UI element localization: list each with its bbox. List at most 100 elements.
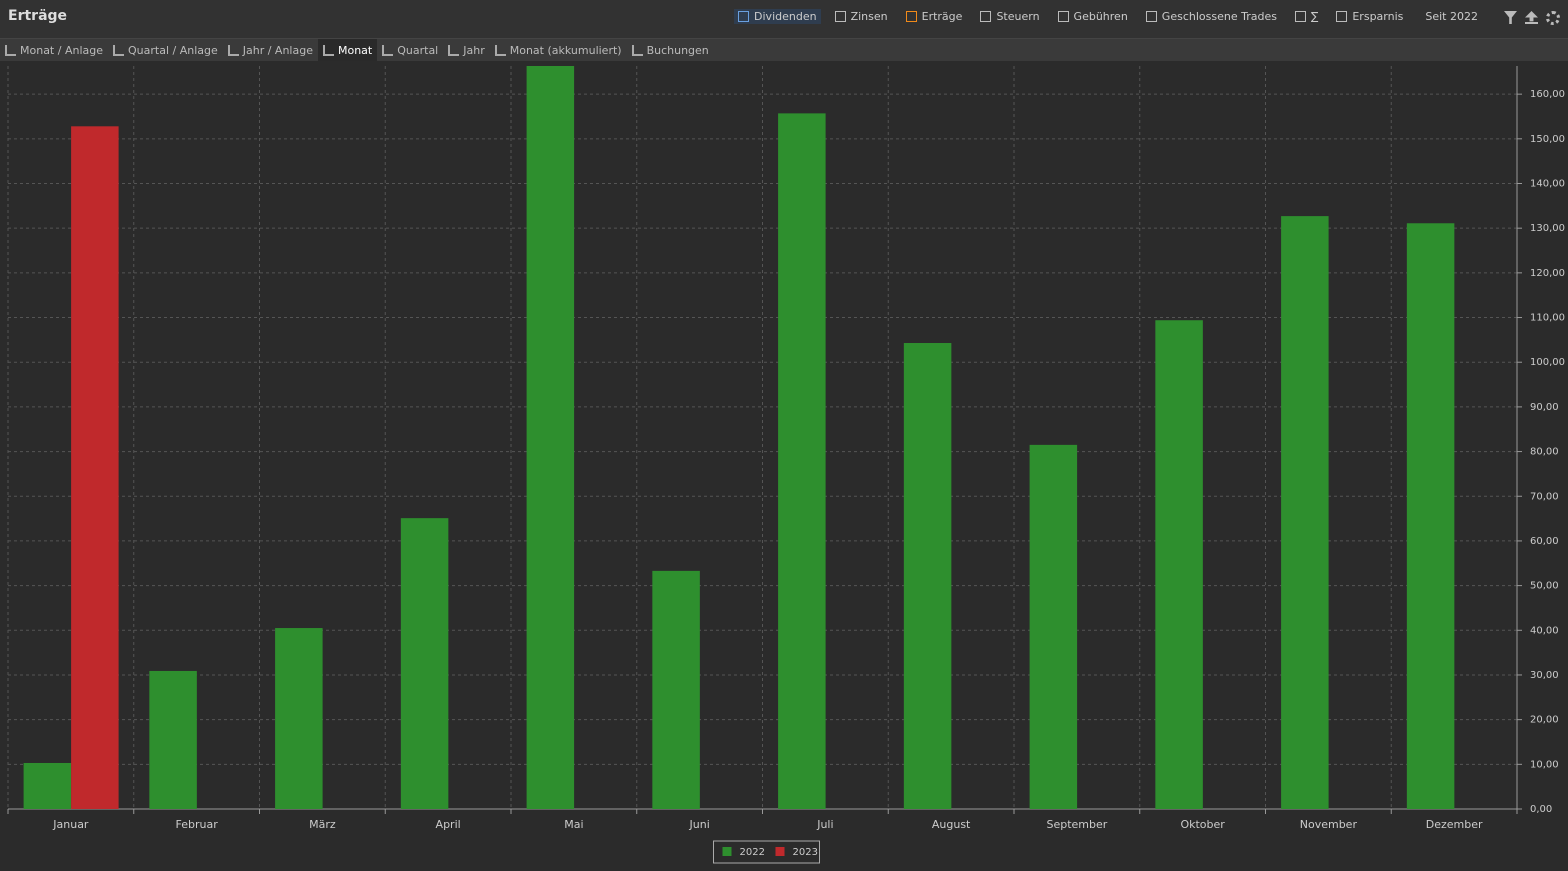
filter-icon[interactable] [1504,11,1517,24]
y-tick-label: 30,00 [1530,670,1559,681]
bar [23,762,72,809]
view-tab[interactable]: Monat / Anlage [0,39,108,61]
bar [1155,320,1203,809]
filter-toggle[interactable]: Geschlossene Trades [1142,9,1281,24]
checkbox[interactable] [905,11,917,22]
tab-icon [631,44,643,56]
checkbox[interactable] [1336,11,1348,22]
tab-icon [5,44,16,56]
legend-swatch [722,847,732,856]
tab-icon [113,44,124,56]
filter-label: Gebühren [1073,10,1128,23]
bar [778,113,826,809]
bar [71,126,119,810]
export-icon[interactable] [1525,11,1538,24]
checkbox[interactable] [980,11,992,22]
x-tick-label: März [309,818,336,831]
page-title: Erträge [8,8,68,24]
y-tick-label: 50,00 [1530,581,1559,592]
checkbox[interactable] [1145,11,1157,22]
view-tab[interactable]: Monat [317,39,378,61]
bar [903,343,952,809]
y-tick-label: 110,00 [1530,313,1565,324]
y-tick-label: 80,00 [1530,447,1559,458]
y-tick-label: 160,00 [1530,89,1565,100]
y-tick-label: 90,00 [1530,402,1559,413]
x-tick-label: November [1300,818,1358,831]
tab-icon [494,44,506,56]
tab-icon [322,44,334,56]
y-tick-label: 20,00 [1530,715,1559,726]
y-tick-label: 120,00 [1530,268,1565,279]
bar [1406,223,1455,810]
tab-icon [448,44,460,56]
legend-label: 2023 [793,847,818,858]
filter-label: Erträge [921,10,963,23]
y-tick-label: 60,00 [1530,536,1559,547]
x-tick-label: Dezember [1426,818,1483,831]
bar [1281,216,1329,809]
x-tick-label: Februar [176,818,219,831]
view-tab[interactable]: Jahr [443,39,489,61]
x-tick-label: Januar [52,818,89,831]
bar [400,518,449,809]
filter-toggle[interactable]: Dividenden [734,9,821,24]
tab-label: Quartal / Anlage [128,43,218,57]
x-tick-label: Mai [564,818,583,831]
tab-label: Jahr / Anlage [242,43,313,57]
filter-toggle[interactable]: ∑ [1291,9,1322,24]
bar [149,670,197,809]
legend-label: 2022 [740,847,765,858]
tab-icon [227,44,239,56]
filter-label: Zinsen [850,10,888,23]
period-select[interactable]: Seit 2022 [1425,10,1478,23]
filter-toggle[interactable]: Zinsen [831,9,892,24]
settings-icon[interactable] [1546,11,1560,25]
y-tick-label: 40,00 [1530,625,1559,636]
view-tab[interactable]: Buchungen [627,39,714,61]
view-tab[interactable]: Quartal / Anlage [108,39,223,61]
checkbox[interactable] [834,11,846,22]
filter-toggle[interactable]: Steuern [976,9,1043,24]
view-tab[interactable]: Monat (akkumuliert) [490,39,627,61]
filter-label: Geschlossene Trades [1161,10,1277,23]
filter-toggle[interactable]: Gebühren [1054,9,1132,24]
legend-box [713,840,820,864]
x-tick-label: Oktober [1180,818,1225,831]
filter-toggle[interactable]: Ersparnis [1332,9,1407,24]
y-tick-label: 0,00 [1530,804,1552,815]
bar [1029,444,1078,809]
filter-toggle[interactable]: Erträge [902,9,967,24]
header: Erträge Dividenden Zinsen Erträge Steuern Ge… [0,0,1568,39]
filter-label: ∑ [1310,10,1319,23]
view-tab[interactable]: Jahr / Anlage [223,39,318,61]
checkbox[interactable] [1294,11,1306,22]
header-icons [1504,11,1560,25]
y-tick-label: 10,00 [1530,759,1559,770]
checkbox[interactable] [738,11,750,22]
x-tick-label: April [436,818,461,831]
y-tick-label: 100,00 [1530,357,1565,368]
filter-label: Ersparnis [1352,10,1404,23]
x-tick-label: September [1046,818,1107,831]
filter-label: Dividenden [754,10,817,23]
checkbox[interactable] [1057,11,1069,22]
tab-label: Quartal [397,43,439,57]
y-tick-label: 70,00 [1530,491,1559,502]
filter-label: Steuern [996,10,1040,23]
y-tick-label: 130,00 [1530,223,1565,234]
filters: Dividenden Zinsen Erträge Steuern Gebühren Ge… [734,9,1478,24]
view-tab[interactable]: Quartal [377,39,443,61]
bar [652,570,700,809]
x-tick-label: Juli [816,818,833,831]
tab-label: Buchungen [646,43,709,57]
tab-label: Monat / Anlage [20,43,103,57]
y-tick-label: 140,00 [1530,179,1565,190]
chart: 0,00 10,00 20,00 30,00 40,00 50,00 60,00 70,00 8… [7,66,1565,864]
legend-swatch [775,847,785,856]
y-tick-label: 150,00 [1530,134,1565,145]
x-tick-label: Juni [689,818,710,831]
tab-label: Monat [337,43,373,57]
bar [275,628,323,809]
